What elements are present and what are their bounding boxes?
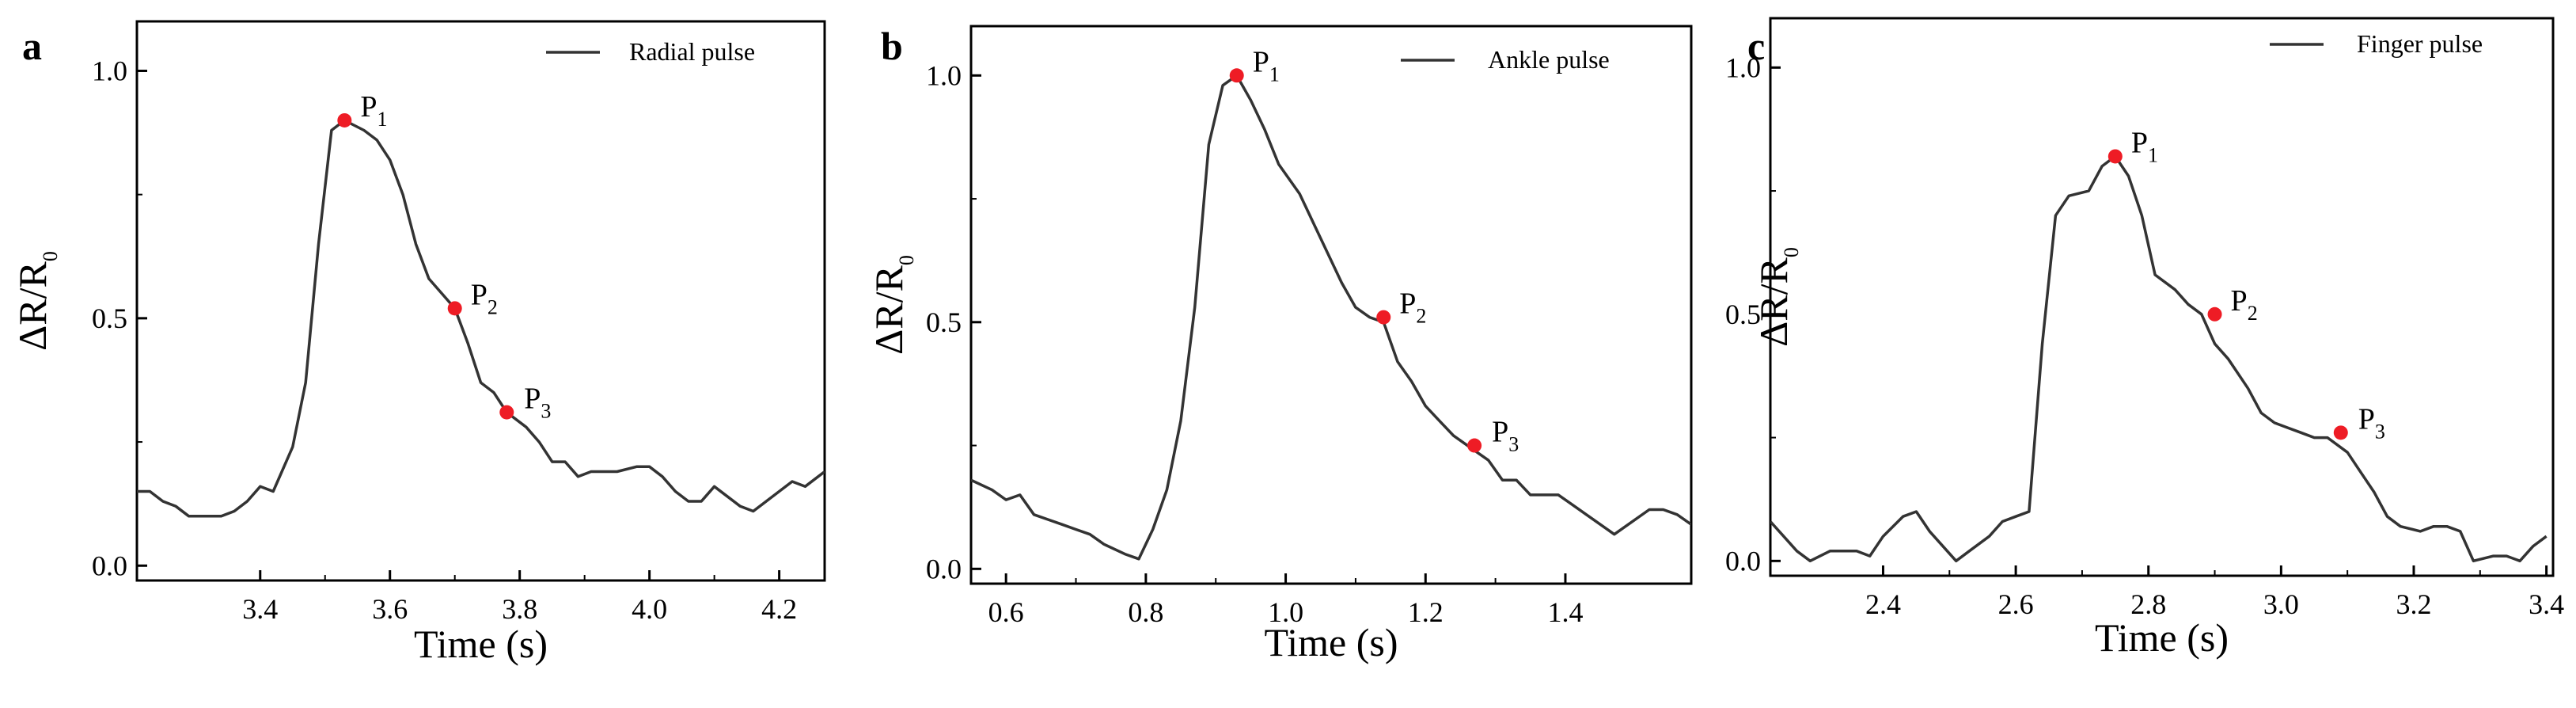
x-tick-label: 3.4: [242, 593, 278, 625]
x-tick-label: 0.8: [1128, 596, 1163, 628]
x-axis-title: Time (s): [1264, 620, 1398, 664]
peak-marker-p2: [447, 301, 462, 316]
plot-frame: [969, 25, 1693, 585]
peak-label-p1: P1: [1253, 45, 1280, 86]
x-tick-label: 3.4: [2529, 588, 2564, 620]
y-axis-title: ΔR/R0: [10, 251, 62, 351]
peak-label-p2: P2: [1399, 287, 1426, 328]
pulse-series-line: [137, 119, 825, 518]
x-tick-label: 3.8: [502, 593, 537, 625]
panel-b: b 0.6 0.8 1.0 1.2 1.4 0.0 0.5 1.0 P1 P2 P3 Ankle pul…: [867, 24, 1693, 664]
y-tick-label: 0.5: [1725, 299, 1761, 330]
x-tick-label: 4.0: [632, 593, 667, 625]
y-tick-label: 1.0: [926, 59, 962, 91]
peak-label-p3: P3: [2358, 402, 2385, 443]
peak-marker-p3: [1467, 438, 1482, 453]
peak-marker-p2: [1376, 310, 1391, 325]
peak-label-p1: P1: [360, 90, 387, 131]
x-tick-label: 3.2: [2396, 588, 2431, 620]
x-tick-label: 2.4: [1865, 588, 1901, 620]
legend-label: Ankle pulse: [1488, 45, 1610, 74]
y-axis-title: ΔR/R0: [1751, 247, 1803, 347]
panel-a: a 3.4 3.6 3.8 4.0 4.2 0.0 0.5 1.0 P1 P2 P3 Radial pu…: [10, 20, 826, 666]
x-axis-title: Time (s): [414, 622, 548, 666]
x-tick-label: 4.2: [761, 593, 797, 625]
x-tick-label: 2.6: [1998, 588, 2034, 620]
x-tick-label: 2.8: [2130, 588, 2166, 620]
panel-letter: b: [881, 24, 903, 68]
x-tick-label: 1.4: [1547, 596, 1583, 628]
y-tick-label: 0.5: [926, 306, 962, 338]
plot-frame: [1769, 17, 2555, 577]
y-axis-title: ΔR/R0: [867, 255, 918, 355]
peak-marker-p1: [337, 112, 352, 128]
legend-label: Radial pulse: [629, 37, 755, 66]
peak-marker-p1: [2107, 149, 2123, 164]
x-tick-label: 1.2: [1408, 596, 1444, 628]
peak-marker-p3: [2333, 425, 2348, 440]
pulse-series-line: [971, 74, 1691, 561]
peak-label-p2: P2: [2231, 284, 2258, 325]
peak-label-p2: P2: [471, 278, 498, 318]
pulse-series-line: [1770, 154, 2548, 563]
x-axis-title: Time (s): [2095, 615, 2229, 660]
y-tick-label: 1.0: [1725, 51, 1761, 83]
x-tick-label: 3.0: [2263, 588, 2299, 620]
plot-frame: [135, 20, 826, 582]
y-tick-label: 1.0: [92, 55, 127, 86]
peak-marker-p2: [2207, 306, 2222, 322]
panel-c: c 2.4 2.6 2.8 3.0 3.2 3.4 0.0 0.5 1.0 P1 P2 P3 Finger…: [1725, 17, 2564, 660]
x-tick-label: 3.6: [372, 593, 408, 625]
peak-marker-p3: [499, 405, 514, 420]
y-tick-label: 0.0: [926, 553, 962, 584]
x-tick-label: 0.6: [988, 596, 1024, 628]
peak-marker-p1: [1229, 68, 1244, 83]
peak-label-p3: P3: [1492, 416, 1519, 456]
legend-label: Finger pulse: [2357, 29, 2483, 58]
y-tick-label: 0.0: [92, 550, 127, 581]
x-tick-label: 1.0: [1268, 596, 1303, 628]
panel-letter: c: [1747, 24, 1765, 68]
peak-label-p3: P3: [524, 383, 551, 423]
y-tick-label: 0.5: [92, 303, 127, 334]
peak-label-p1: P1: [2131, 126, 2158, 166]
y-tick-label: 0.0: [1725, 545, 1761, 577]
panel-letter: a: [22, 24, 42, 68]
